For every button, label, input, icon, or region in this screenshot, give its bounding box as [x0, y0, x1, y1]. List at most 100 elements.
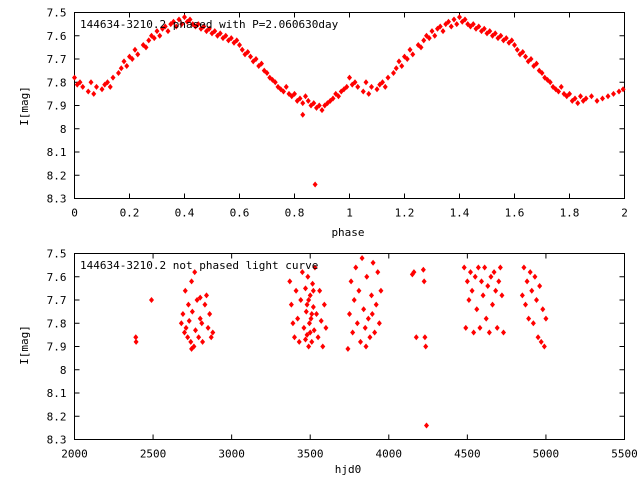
data-point [358, 338, 363, 345]
data-point [245, 49, 251, 56]
data-point [432, 32, 438, 39]
data-point [288, 301, 294, 308]
x-tick-label: 0.4 [175, 207, 195, 220]
y-tick-label: 8 [60, 123, 67, 136]
data-point [165, 28, 171, 35]
data-point [283, 83, 289, 90]
data-point [583, 95, 589, 102]
data-point [185, 301, 191, 308]
data-point [176, 16, 182, 23]
data-point [556, 88, 561, 95]
data-point [310, 287, 316, 294]
data-point [448, 23, 454, 30]
raw-axis-ticks: 2000 2500 3000 3500 4000 4500 5000 5500 7.5 7.6 7.… [47, 248, 638, 461]
data-point [212, 28, 218, 35]
data-point [572, 95, 578, 102]
data-point [192, 269, 198, 276]
data-point [154, 28, 160, 35]
data-point [538, 338, 544, 345]
data-point [188, 338, 194, 345]
data-point [316, 102, 322, 109]
data-point [520, 49, 526, 56]
data-point [292, 334, 297, 341]
data-point [311, 100, 317, 107]
data-point [310, 280, 316, 287]
data-point [304, 331, 310, 338]
data-point [178, 320, 184, 327]
y-tick-label: 7.5 [47, 7, 67, 20]
data-point [363, 343, 369, 350]
data-point [194, 297, 200, 303]
raw-light-curve-panel: 2000 2500 3000 3500 4000 4500 5000 5500 7.5 7.6 7.… [18, 248, 638, 477]
data-point [490, 301, 495, 308]
data-point [483, 315, 489, 322]
data-point [303, 93, 308, 100]
data-point [301, 324, 307, 331]
data-point [463, 324, 469, 331]
data-point [321, 301, 327, 308]
data-point [575, 100, 581, 107]
data-point [426, 35, 432, 42]
data-point [512, 42, 517, 49]
phased-axis-ticks: 0 0.2 0.4 0.6 0.8 1 1.2 1.4 1.6 1.8 2 7.5 7.6 7.7 7.8 7… [47, 7, 628, 220]
data-point [208, 334, 214, 341]
data-point [110, 74, 116, 81]
data-point [189, 345, 195, 352]
raw-y-axis-label: I[mag] [18, 325, 31, 365]
raw-data-points [133, 255, 549, 429]
y-tick-label: 7.9 [47, 341, 67, 354]
x-tick-label: 1.6 [505, 207, 525, 220]
data-point [454, 21, 460, 28]
data-point [396, 58, 402, 65]
data-point [493, 287, 499, 294]
data-point [482, 264, 488, 271]
y-tick-label: 8.3 [47, 434, 67, 447]
data-point [124, 62, 130, 69]
data-point [199, 320, 205, 327]
data-point [471, 329, 477, 336]
y-tick-label: 7.6 [47, 271, 67, 284]
data-point [309, 310, 315, 317]
data-point [369, 83, 374, 90]
data-point [304, 301, 310, 308]
data-point [492, 30, 498, 37]
data-point [547, 79, 553, 86]
data-point [217, 30, 223, 37]
data-point [616, 88, 622, 95]
data-point [287, 278, 293, 285]
data-point [469, 287, 475, 294]
data-point [201, 23, 207, 30]
data-point [530, 320, 536, 327]
data-point [179, 21, 185, 28]
data-point [526, 315, 532, 322]
data-point [393, 65, 399, 72]
data-point [206, 25, 212, 32]
data-point [537, 283, 543, 290]
data-point [421, 278, 427, 285]
data-point [315, 334, 321, 341]
data-point [253, 56, 259, 62]
data-point [105, 79, 110, 86]
data-point [534, 297, 539, 303]
data-point [475, 264, 481, 271]
data-point [88, 79, 94, 86]
data-point [420, 266, 426, 273]
data-point [532, 273, 538, 280]
data-point [303, 285, 308, 292]
y-tick-label: 8 [60, 364, 67, 377]
data-point [307, 292, 313, 299]
x-tick-label: 2 [621, 207, 628, 220]
data-point [193, 327, 198, 334]
data-point [411, 269, 417, 276]
data-point [369, 292, 374, 299]
data-point [157, 32, 163, 39]
y-tick-label: 7.5 [47, 248, 67, 261]
data-point [197, 294, 203, 301]
data-point [189, 308, 195, 315]
data-point [259, 60, 264, 67]
data-point [421, 37, 427, 44]
x-tick-label: 0.2 [120, 207, 140, 220]
data-point [149, 297, 154, 303]
y-tick-label: 7.7 [47, 53, 67, 66]
